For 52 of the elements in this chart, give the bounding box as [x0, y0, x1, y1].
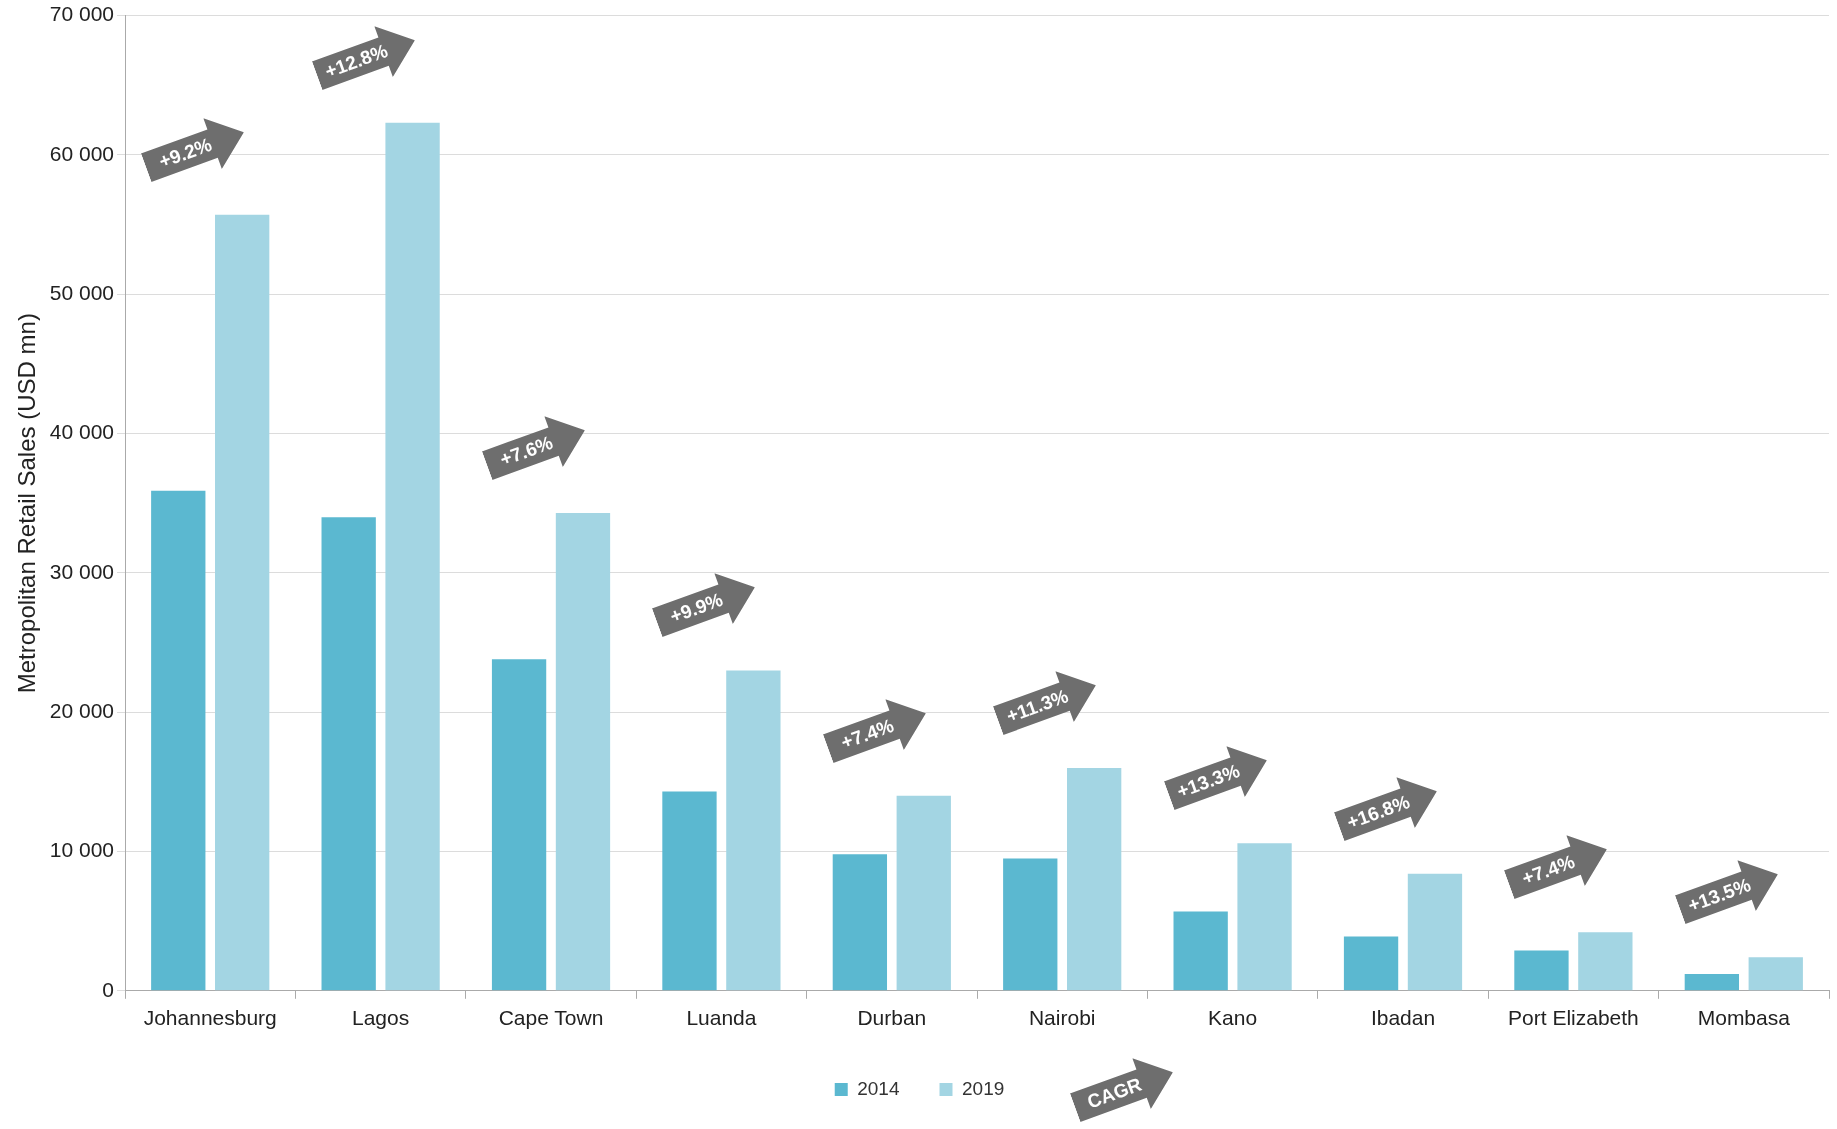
y-tick-label: 60 000: [49, 141, 115, 165]
bar: [1407, 873, 1463, 991]
annotation: +13.3%: [1172, 759, 1244, 805]
y-tick-label: 20 000: [49, 698, 115, 722]
legend-label: 2019: [962, 1077, 1005, 1099]
y-tick-label: 0: [102, 977, 115, 1001]
y-tick-label: 10 000: [49, 838, 115, 862]
annotation: +12.8%: [320, 38, 392, 84]
bar: [321, 517, 376, 991]
bar: [555, 512, 611, 991]
annotation: +16.8%: [1343, 789, 1414, 835]
bar: [215, 214, 270, 991]
annotation: +7.4%: [1518, 850, 1579, 892]
x-tick-label: Luanda: [686, 1006, 757, 1030]
bar: [491, 659, 547, 991]
legend-label: 2014: [857, 1077, 900, 1099]
bar: [1684, 974, 1740, 991]
annotation: +9.9%: [666, 588, 727, 630]
y-tick-label: 50 000: [49, 281, 115, 305]
x-tick-label: Lagos: [352, 1006, 410, 1030]
bar: [1173, 911, 1228, 991]
y-tick-label: 40 000: [49, 420, 115, 444]
x-tick-label: Johannesburg: [143, 1006, 277, 1030]
bar: [1578, 932, 1633, 991]
x-tick-label: Cape Town: [498, 1006, 604, 1030]
bar: [1343, 936, 1399, 991]
y-tick-label: 30 000: [49, 559, 115, 583]
annotation: +9.2%: [155, 132, 216, 174]
annotation: +11.3%: [1003, 684, 1073, 729]
annotation: +13.5%: [1684, 873, 1755, 919]
x-tick-label: Durban: [857, 1006, 927, 1030]
bar: [1748, 957, 1803, 991]
x-tick-label: Nairobi: [1028, 1006, 1096, 1030]
y-axis-title: Metropolitan Retail Sales (USD mn): [13, 313, 41, 694]
x-tick-label: Ibadan: [1370, 1006, 1436, 1030]
x-tick-label: Port Elizabeth: [1508, 1006, 1639, 1030]
bar: [832, 854, 888, 991]
bar: [662, 791, 717, 991]
bar: [151, 490, 206, 991]
bar: [1003, 858, 1058, 991]
bar: [1514, 950, 1569, 991]
x-tick-label: Kano: [1208, 1006, 1258, 1030]
y-tick-label: 70 000: [49, 2, 115, 26]
text: CAGR: [1083, 1072, 1146, 1114]
bar: [896, 795, 951, 991]
x-tick-label: Mombasa: [1697, 1006, 1791, 1030]
bar: [1067, 767, 1122, 991]
bar: [1237, 843, 1292, 991]
bar: [726, 670, 781, 991]
bar: [385, 122, 440, 991]
annotation: +7.6%: [496, 430, 557, 473]
annotation: +7.4%: [837, 713, 898, 755]
